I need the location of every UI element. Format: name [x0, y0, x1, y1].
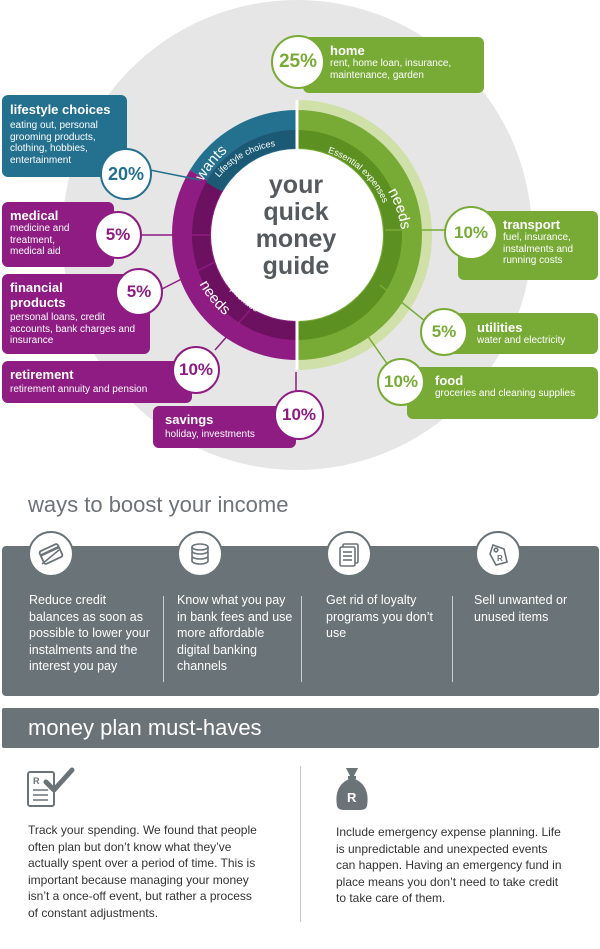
money-bag-icon: R	[334, 766, 370, 817]
retirement-desc: retirement annuity and pension	[10, 384, 148, 395]
coin-stack-icon	[177, 531, 223, 577]
inner-band-blue	[206, 130, 298, 192]
tip-text: Get rid of loyalty programs you don’t us…	[326, 593, 434, 640]
title-line: money	[255, 225, 337, 253]
transport-title: transport	[503, 217, 561, 232]
must-haves-heading: money plan must-haves	[28, 715, 262, 740]
connector-retirement	[214, 309, 251, 351]
utilities-desc: water and electricity	[477, 335, 566, 346]
title-line: guide	[262, 252, 330, 280]
money-guide-diagram: wants Lifestyle choices needs Essential …	[0, 0, 600, 470]
tip-divider	[163, 596, 164, 682]
savings-title: savings	[165, 412, 214, 427]
lifestyle-percent: 20%	[100, 148, 152, 200]
savings-box: savings holiday, investments	[153, 406, 296, 448]
financial-desc: personal loans, credit accounts, bank ch…	[10, 312, 136, 346]
must-haves-divider	[300, 766, 301, 922]
food-box: food groceries and cleaning supplies	[407, 367, 598, 419]
loyalty-card-icon	[326, 531, 372, 577]
utilities-title: utilities	[477, 320, 523, 335]
medical-title: medical	[10, 208, 59, 223]
svg-text:R: R	[497, 554, 503, 563]
connector-lifestyle	[149, 169, 201, 181]
financial-box: financial products personal loans, credi…	[2, 274, 150, 354]
checklist-icon: R	[26, 766, 76, 815]
tip-text: Reduce credit balances as soon as possib…	[29, 593, 150, 673]
center-title: your quick money guide	[228, 172, 364, 280]
lifestyle-title: lifestyle choices	[10, 102, 111, 117]
food-percent: 10%	[377, 358, 425, 406]
savings-desc: holiday, investments	[165, 429, 255, 440]
home-box: home rent, home loan, insurance, mainten…	[303, 37, 484, 93]
food-desc: groceries and cleaning supplies	[435, 388, 576, 399]
svg-text:R: R	[347, 790, 357, 805]
title-line: quick	[263, 198, 329, 226]
financial-percent: 5%	[115, 268, 163, 316]
tip-divider	[301, 596, 302, 682]
retirement-title: retirement	[10, 367, 74, 382]
price-tag-icon: R	[475, 531, 521, 577]
retirement-percent: 10%	[172, 346, 220, 394]
tip-divider	[452, 596, 453, 682]
tip-text: Sell unwanted or unused items	[474, 593, 568, 624]
tip-text: Know what you pay in bank fees and use m…	[177, 593, 293, 673]
must-haves-banner	[2, 708, 599, 748]
home-title: home	[330, 43, 365, 58]
svg-text:R: R	[33, 776, 40, 786]
transport-percent: 10%	[444, 206, 498, 260]
savings-percent: 10%	[274, 390, 324, 440]
boost-heading: ways to boost your income	[28, 492, 289, 517]
must-have-text: Include emergency expense planning. Life…	[336, 825, 562, 905]
connector-utilities	[379, 284, 431, 326]
medical-desc: medicine and treatment, medical aid	[10, 223, 70, 257]
home-percent: 25%	[271, 35, 325, 89]
transport-desc: fuel, insurance, instalments and running…	[503, 232, 574, 266]
connector-financial	[159, 261, 216, 291]
financial-title: financial products	[10, 280, 66, 310]
utilities-percent: 5%	[420, 308, 468, 356]
home-desc: rent, home loan, insurance, maintenance,…	[330, 58, 452, 81]
retirement-box: retirement retirement annuity and pensio…	[2, 361, 192, 403]
lifestyle-desc: eating out, personal grooming products, …	[10, 120, 98, 166]
medical-percent: 5%	[94, 211, 142, 259]
credit-card-icon	[28, 531, 74, 577]
must-have-text: Track your spending. We found that peopl…	[28, 823, 257, 920]
title-line: your	[268, 171, 324, 199]
food-title: food	[435, 373, 464, 388]
